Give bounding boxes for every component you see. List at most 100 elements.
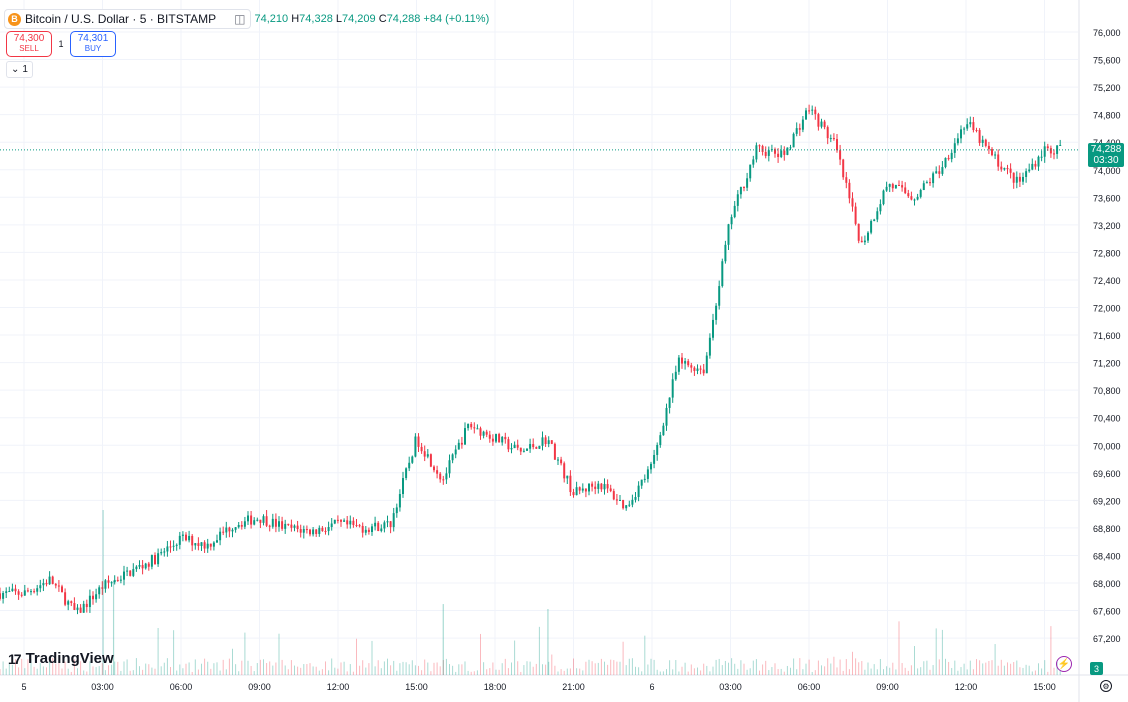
volume-bar: [222, 659, 224, 675]
volume-bar: [690, 664, 692, 675]
volume-bar: [148, 664, 150, 675]
volume-bar: [1019, 667, 1021, 675]
candle-body: [743, 187, 745, 189]
volume-bar: [135, 658, 137, 675]
candle-body: [981, 139, 984, 143]
y-tick-label: 70,800: [1093, 386, 1121, 396]
volume-bar: [808, 659, 810, 675]
volume-bar: [935, 628, 937, 675]
volume-bar: [1059, 670, 1061, 675]
volume-bar: [858, 662, 860, 675]
candle-body: [643, 478, 646, 480]
volume-bar: [517, 661, 519, 675]
volume-bar: [554, 665, 556, 675]
lightning-icon[interactable]: ⚡: [1056, 656, 1072, 672]
volume-bar: [58, 659, 60, 675]
candle-body: [938, 171, 941, 174]
candle-body: [312, 529, 315, 535]
candle-body: [1006, 168, 1009, 170]
volume-bar: [272, 665, 274, 675]
symbol-title-box[interactable]: B Bitcoin / U.S. Dollar · 5 · BITSTAMP ◫: [4, 9, 251, 29]
settings-icon[interactable]: ⚙: [1100, 680, 1112, 692]
volume-bar: [507, 668, 509, 675]
volume-bar: [604, 661, 605, 675]
x-tick-label: 21:00: [562, 682, 585, 692]
volume-bar: [920, 667, 922, 675]
volume-bar: [430, 671, 432, 675]
volume-bar: [278, 633, 280, 675]
candle-body: [36, 588, 39, 592]
volume-bar: [73, 659, 75, 675]
volume-bar: [957, 670, 959, 675]
candle-body: [240, 524, 243, 527]
events-badge[interactable]: 3: [1090, 662, 1103, 675]
volume-bar: [985, 662, 987, 675]
tradingview-logo[interactable]: 17 TradingView: [8, 650, 114, 667]
candle-body: [823, 121, 826, 128]
candle-body: [932, 173, 935, 184]
volume-bar: [848, 669, 850, 675]
candle-body: [343, 520, 346, 522]
candle-body: [798, 128, 801, 130]
volume-bar: [349, 664, 351, 675]
candle-body: [609, 488, 612, 492]
candle-body: [786, 147, 789, 155]
candle-body: [851, 198, 854, 207]
volume-bar: [5, 668, 7, 675]
volume-bar: [461, 664, 463, 675]
volume-bar: [89, 661, 91, 675]
candle-body: [212, 542, 215, 547]
volume-bar: [42, 666, 44, 675]
candle-body: [318, 527, 321, 534]
symbol-title[interactable]: Bitcoin / U.S. Dollar · 5 · BITSTAMP: [25, 12, 217, 26]
y-tick-label: 71,600: [1093, 331, 1121, 341]
x-tick-label: 09:00: [876, 682, 899, 692]
candle-body: [374, 522, 377, 527]
y-tick-label: 72,000: [1093, 304, 1121, 314]
eye-icon[interactable]: ◫: [234, 12, 246, 26]
last-price-label: 74,288 03:30: [1088, 143, 1124, 167]
sell-button[interactable]: 74,300 SELL: [6, 31, 52, 57]
candle-body: [278, 521, 280, 527]
volume-bar: [247, 660, 249, 675]
candle-body: [101, 587, 104, 589]
candle-body: [259, 519, 262, 523]
y-tick-label: 67,600: [1093, 607, 1121, 617]
candle-body: [839, 150, 842, 160]
volume-bar: [427, 662, 429, 675]
volume-bar: [244, 632, 246, 675]
candle-body: [253, 520, 256, 525]
volume-bar: [445, 658, 447, 675]
candle-body: [225, 527, 228, 533]
candle-body: [200, 542, 203, 546]
candle-body: [402, 478, 404, 495]
volume-bar: [746, 669, 748, 675]
candle-body: [1025, 171, 1028, 177]
volume-bar: [545, 664, 547, 675]
candle-body: [569, 475, 572, 493]
candle-body: [991, 149, 993, 156]
volume-bar: [346, 671, 348, 675]
volume-bar: [117, 661, 119, 675]
candle-body: [814, 109, 817, 115]
candle-body: [380, 528, 383, 531]
candle-body: [916, 196, 919, 200]
candle-body: [185, 534, 187, 541]
candle-body: [426, 454, 429, 457]
volume-bar: [154, 668, 156, 675]
candle-body: [863, 240, 866, 243]
candle-body: [175, 544, 178, 546]
volume-bar: [917, 668, 919, 675]
volume-bar: [569, 668, 571, 675]
indicators-collapse-button[interactable]: ⌄ 1: [6, 61, 33, 78]
volume-bar: [669, 660, 671, 675]
volume-bar: [824, 666, 826, 675]
volume-bar: [52, 658, 54, 675]
volume-bar: [529, 661, 531, 675]
candle-body: [349, 520, 352, 525]
volume-bar: [709, 671, 711, 675]
buy-button[interactable]: 74,301 BUY: [70, 31, 116, 57]
volume-bar: [1034, 670, 1036, 675]
